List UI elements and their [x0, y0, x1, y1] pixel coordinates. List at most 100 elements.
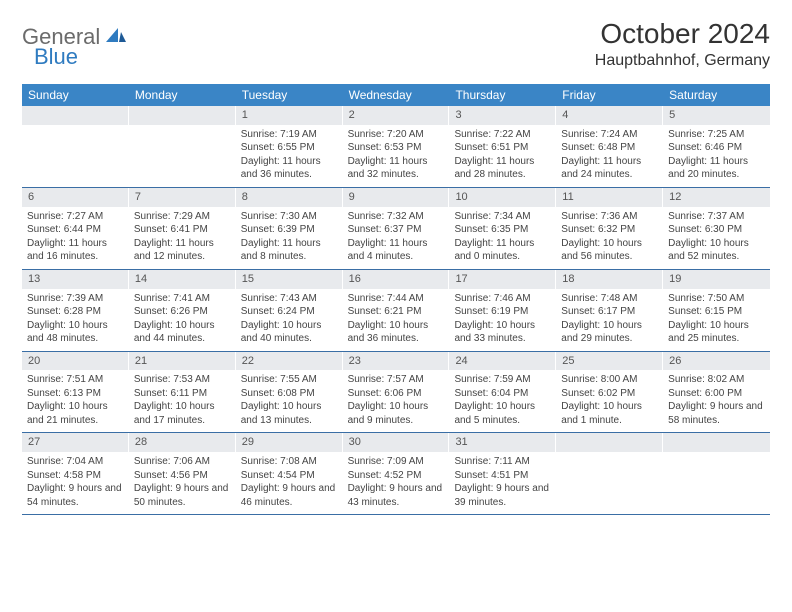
daylight-text: Daylight: 10 hours and 36 minutes. [348, 319, 445, 346]
sunrise-text: Sunrise: 7:25 AM [668, 128, 765, 142]
weekday-header: Tuesday [236, 84, 343, 106]
daylight-text: Daylight: 11 hours and 20 minutes. [668, 155, 765, 182]
day-body: Sunrise: 7:51 AMSunset: 6:13 PMDaylight:… [22, 370, 129, 432]
day-body [663, 452, 770, 460]
sunrise-text: Sunrise: 7:36 AM [561, 210, 658, 224]
day-body: Sunrise: 7:59 AMSunset: 6:04 PMDaylight:… [449, 370, 556, 432]
sunset-text: Sunset: 6:11 PM [134, 387, 231, 401]
daylight-text: Daylight: 10 hours and 29 minutes. [561, 319, 658, 346]
day-number [129, 106, 236, 125]
day-number: 12 [663, 188, 770, 207]
daylight-text: Daylight: 9 hours and 50 minutes. [134, 482, 231, 509]
day-body: Sunrise: 7:39 AMSunset: 6:28 PMDaylight:… [22, 289, 129, 351]
day-cell: 31Sunrise: 7:11 AMSunset: 4:51 PMDayligh… [449, 433, 556, 514]
sunrise-text: Sunrise: 7:20 AM [348, 128, 445, 142]
daylight-text: Daylight: 10 hours and 17 minutes. [134, 400, 231, 427]
day-number: 23 [343, 352, 450, 371]
sunrise-text: Sunrise: 7:57 AM [348, 373, 445, 387]
sunset-text: Sunset: 4:56 PM [134, 469, 231, 483]
day-cell [556, 433, 663, 514]
daylight-text: Daylight: 10 hours and 9 minutes. [348, 400, 445, 427]
day-cell: 24Sunrise: 7:59 AMSunset: 6:04 PMDayligh… [449, 352, 556, 433]
day-cell: 7Sunrise: 7:29 AMSunset: 6:41 PMDaylight… [129, 188, 236, 269]
day-body: Sunrise: 7:50 AMSunset: 6:15 PMDaylight:… [663, 289, 770, 351]
day-cell: 23Sunrise: 7:57 AMSunset: 6:06 PMDayligh… [343, 352, 450, 433]
day-cell: 27Sunrise: 7:04 AMSunset: 4:58 PMDayligh… [22, 433, 129, 514]
day-cell: 17Sunrise: 7:46 AMSunset: 6:19 PMDayligh… [449, 270, 556, 351]
daylight-text: Daylight: 10 hours and 1 minute. [561, 400, 658, 427]
sunset-text: Sunset: 6:02 PM [561, 387, 658, 401]
day-body: Sunrise: 8:02 AMSunset: 6:00 PMDaylight:… [663, 370, 770, 432]
day-cell: 29Sunrise: 7:08 AMSunset: 4:54 PMDayligh… [236, 433, 343, 514]
sunrise-text: Sunrise: 7:30 AM [241, 210, 338, 224]
sunset-text: Sunset: 6:53 PM [348, 141, 445, 155]
daylight-text: Daylight: 9 hours and 43 minutes. [348, 482, 445, 509]
daylight-text: Daylight: 10 hours and 5 minutes. [454, 400, 551, 427]
sunrise-text: Sunrise: 7:46 AM [454, 292, 551, 306]
daylight-text: Daylight: 10 hours and 40 minutes. [241, 319, 338, 346]
day-cell: 19Sunrise: 7:50 AMSunset: 6:15 PMDayligh… [663, 270, 770, 351]
day-cell: 1Sunrise: 7:19 AMSunset: 6:55 PMDaylight… [236, 106, 343, 187]
sunrise-text: Sunrise: 7:32 AM [348, 210, 445, 224]
day-cell: 26Sunrise: 8:02 AMSunset: 6:00 PMDayligh… [663, 352, 770, 433]
sunset-text: Sunset: 6:44 PM [27, 223, 124, 237]
day-number [556, 433, 663, 452]
day-body [556, 452, 663, 460]
week-row: 13Sunrise: 7:39 AMSunset: 6:28 PMDayligh… [22, 270, 770, 352]
sunrise-text: Sunrise: 7:11 AM [454, 455, 551, 469]
daylight-text: Daylight: 11 hours and 0 minutes. [454, 237, 551, 264]
weekday-header: Wednesday [343, 84, 450, 106]
day-number: 15 [236, 270, 343, 289]
day-number: 14 [129, 270, 236, 289]
day-body: Sunrise: 7:36 AMSunset: 6:32 PMDaylight:… [556, 207, 663, 269]
day-cell: 6Sunrise: 7:27 AMSunset: 6:44 PMDaylight… [22, 188, 129, 269]
day-body: Sunrise: 8:00 AMSunset: 6:02 PMDaylight:… [556, 370, 663, 432]
sunrise-text: Sunrise: 7:43 AM [241, 292, 338, 306]
day-body: Sunrise: 7:41 AMSunset: 6:26 PMDaylight:… [129, 289, 236, 351]
day-body: Sunrise: 7:11 AMSunset: 4:51 PMDaylight:… [449, 452, 556, 514]
daylight-text: Daylight: 9 hours and 54 minutes. [27, 482, 124, 509]
day-number: 3 [449, 106, 556, 125]
daylight-text: Daylight: 10 hours and 21 minutes. [27, 400, 124, 427]
sunset-text: Sunset: 6:06 PM [348, 387, 445, 401]
page-header: General October 2024 Hauptbahnhof, Germa… [22, 18, 770, 70]
day-body: Sunrise: 7:57 AMSunset: 6:06 PMDaylight:… [343, 370, 450, 432]
daylight-text: Daylight: 11 hours and 24 minutes. [561, 155, 658, 182]
daylight-text: Daylight: 9 hours and 58 minutes. [668, 400, 765, 427]
day-cell: 8Sunrise: 7:30 AMSunset: 6:39 PMDaylight… [236, 188, 343, 269]
day-number: 29 [236, 433, 343, 452]
day-number: 1 [236, 106, 343, 125]
day-body: Sunrise: 7:19 AMSunset: 6:55 PMDaylight:… [236, 125, 343, 187]
daylight-text: Daylight: 10 hours and 13 minutes. [241, 400, 338, 427]
week-row: 27Sunrise: 7:04 AMSunset: 4:58 PMDayligh… [22, 433, 770, 515]
day-number: 10 [449, 188, 556, 207]
daylight-text: Daylight: 11 hours and 8 minutes. [241, 237, 338, 264]
sunset-text: Sunset: 6:17 PM [561, 305, 658, 319]
sunrise-text: Sunrise: 7:50 AM [668, 292, 765, 306]
sunset-text: Sunset: 6:08 PM [241, 387, 338, 401]
sunset-text: Sunset: 6:00 PM [668, 387, 765, 401]
daylight-text: Daylight: 10 hours and 44 minutes. [134, 319, 231, 346]
sunset-text: Sunset: 4:54 PM [241, 469, 338, 483]
sunrise-text: Sunrise: 7:19 AM [241, 128, 338, 142]
day-body: Sunrise: 7:32 AMSunset: 6:37 PMDaylight:… [343, 207, 450, 269]
sunrise-text: Sunrise: 7:22 AM [454, 128, 551, 142]
sunset-text: Sunset: 6:19 PM [454, 305, 551, 319]
day-body: Sunrise: 7:22 AMSunset: 6:51 PMDaylight:… [449, 125, 556, 187]
sunset-text: Sunset: 6:55 PM [241, 141, 338, 155]
day-body: Sunrise: 7:48 AMSunset: 6:17 PMDaylight:… [556, 289, 663, 351]
day-cell: 2Sunrise: 7:20 AMSunset: 6:53 PMDaylight… [343, 106, 450, 187]
day-cell: 28Sunrise: 7:06 AMSunset: 4:56 PMDayligh… [129, 433, 236, 514]
weekday-header-row: SundayMondayTuesdayWednesdayThursdayFrid… [22, 84, 770, 106]
day-cell: 15Sunrise: 7:43 AMSunset: 6:24 PMDayligh… [236, 270, 343, 351]
day-number: 13 [22, 270, 129, 289]
day-body: Sunrise: 7:55 AMSunset: 6:08 PMDaylight:… [236, 370, 343, 432]
day-cell [129, 106, 236, 187]
sunrise-text: Sunrise: 7:06 AM [134, 455, 231, 469]
sunrise-text: Sunrise: 7:51 AM [27, 373, 124, 387]
sunrise-text: Sunrise: 7:09 AM [348, 455, 445, 469]
day-body: Sunrise: 7:44 AMSunset: 6:21 PMDaylight:… [343, 289, 450, 351]
weekday-header: Friday [556, 84, 663, 106]
day-body: Sunrise: 7:37 AMSunset: 6:30 PMDaylight:… [663, 207, 770, 269]
sunset-text: Sunset: 6:39 PM [241, 223, 338, 237]
